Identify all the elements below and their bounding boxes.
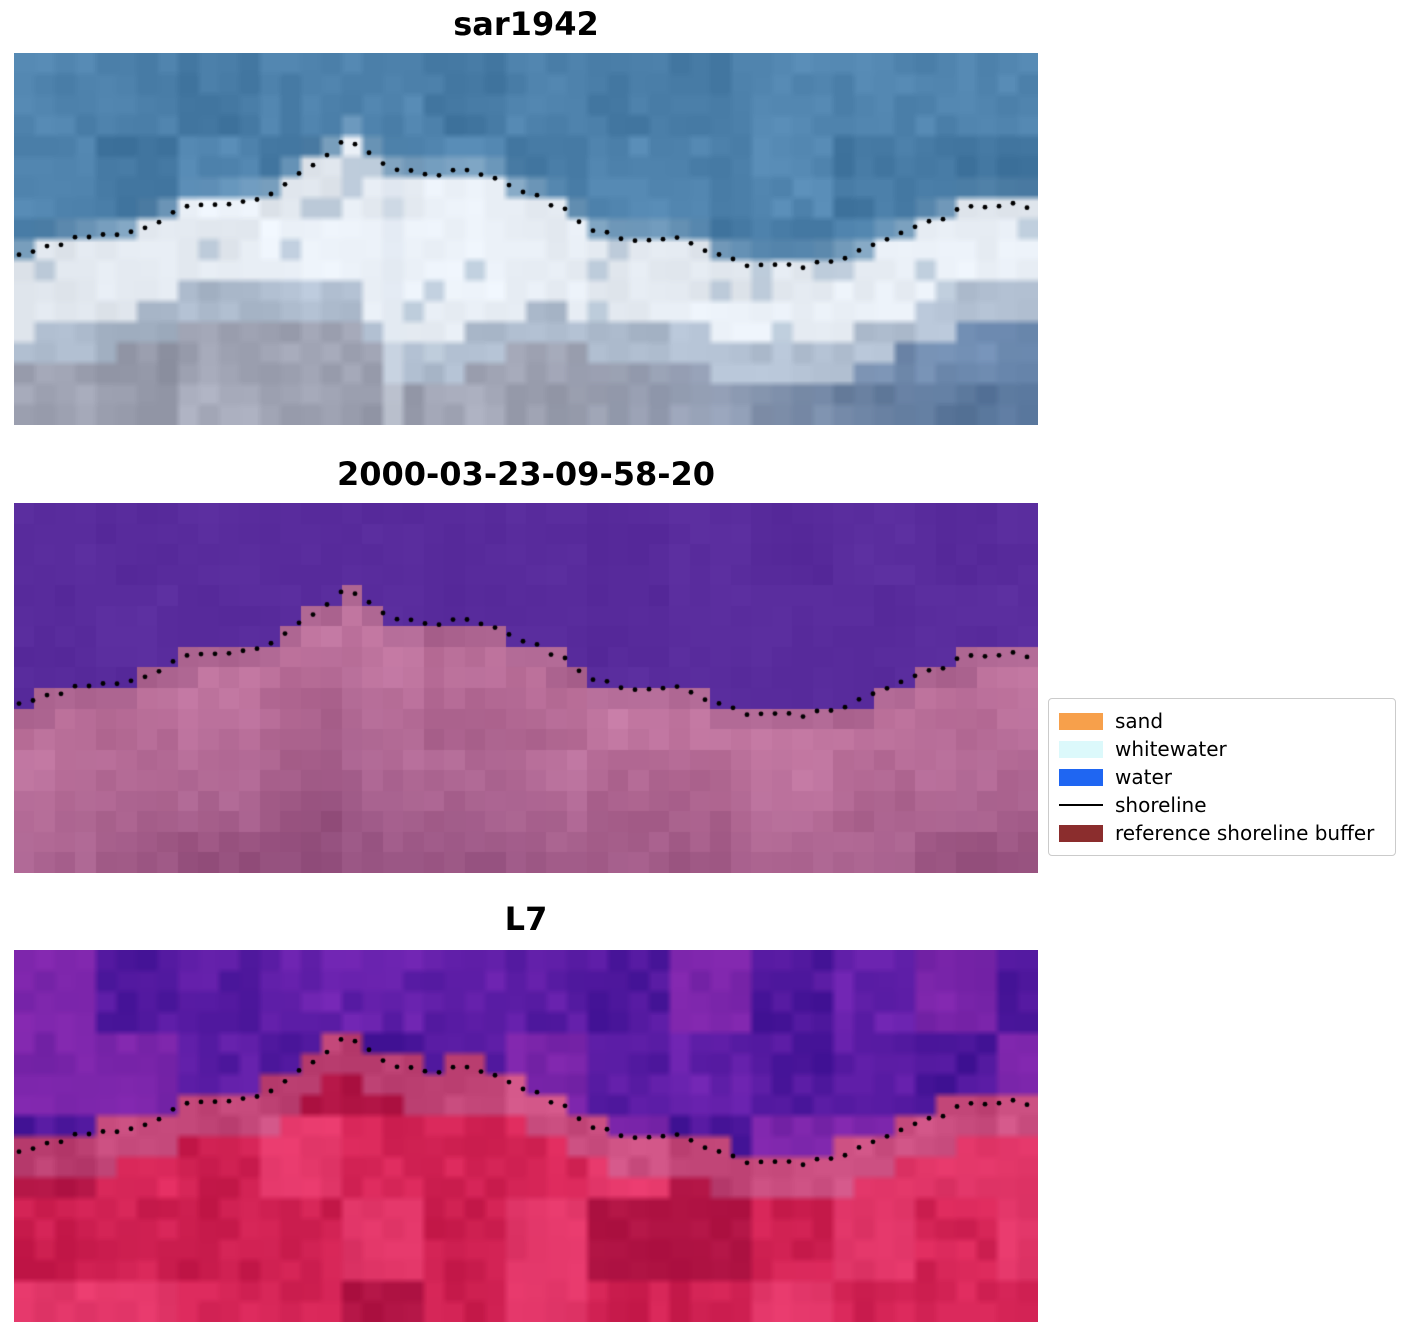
panel-title-sar1942: sar1942 [453,5,599,43]
whitewater-swatch-icon [1059,740,1103,758]
legend-item-water: water [1059,763,1385,791]
water-swatch-icon [1059,768,1103,786]
legend-item-sand: sand [1059,707,1385,735]
satellite-image-classified [14,503,1038,873]
panel-title-date: 2000-03-23-09-58-20 [336,455,716,493]
legend-item-shoreline: shoreline [1059,791,1385,819]
legend-label-shoreline: shoreline [1115,793,1207,817]
reference-buffer-swatch-icon [1059,824,1103,842]
legend-label-water: water [1115,765,1172,789]
legend-label-sand: sand [1115,709,1164,733]
legend-label-whitewater: whitewater [1115,737,1227,761]
legend: sand whitewater water shoreline referenc… [1048,698,1396,856]
panel-title-l7: L7 [504,900,548,938]
satellite-image-l7 [14,950,1038,1322]
legend-item-reference-buffer: reference shoreline buffer [1059,819,1385,847]
legend-label-reference-buffer: reference shoreline buffer [1115,821,1375,845]
sand-swatch-icon [1059,712,1103,730]
legend-item-whitewater: whitewater [1059,735,1385,763]
satellite-image-sar1942 [14,53,1038,425]
shoreline-line-icon [1059,804,1103,806]
